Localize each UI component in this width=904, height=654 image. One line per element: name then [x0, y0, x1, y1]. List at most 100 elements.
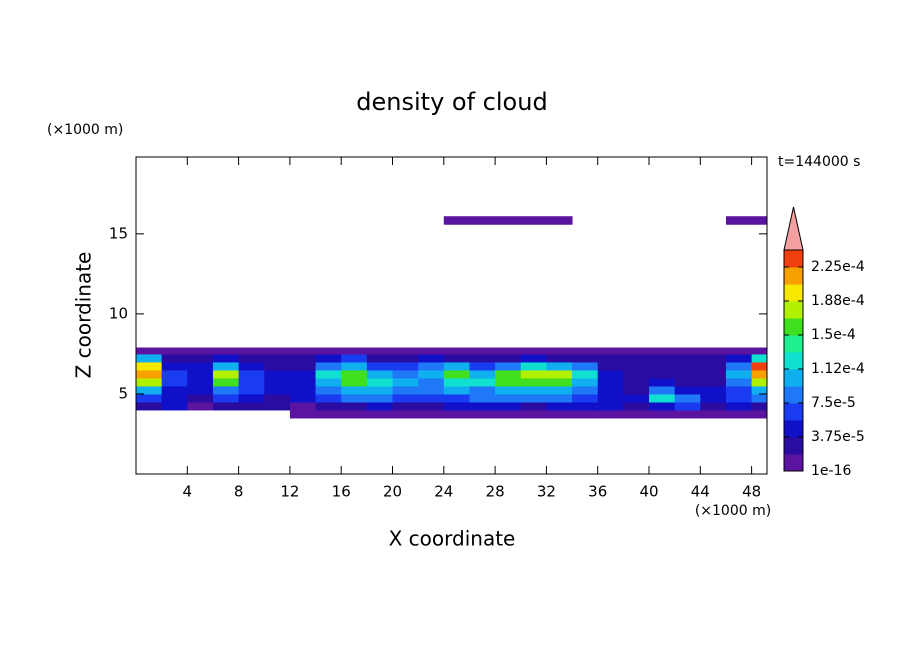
- contour-cell: [366, 409, 394, 419]
- contour-cell: [700, 361, 727, 371]
- contour-cell: [623, 401, 650, 411]
- contour-cell: [700, 385, 727, 395]
- contour-cell: [674, 369, 701, 379]
- contour-cell: [623, 385, 650, 395]
- contour-cell: [264, 393, 291, 403]
- colorbar-frame: [783, 249, 804, 472]
- y-axis-label: Z coordinate: [72, 252, 96, 379]
- contour-cell: [289, 369, 317, 379]
- contour-cell: [161, 353, 188, 363]
- x-tick-label: 44: [691, 483, 710, 501]
- contour-cell: [469, 401, 496, 411]
- contour-cell: [495, 377, 522, 387]
- contour-cell: [597, 409, 624, 419]
- contour-cell: [725, 401, 753, 411]
- contour-cell: [649, 353, 676, 363]
- contour-cell: [649, 393, 676, 403]
- contour-cell: [315, 393, 342, 403]
- contour-cell: [725, 409, 753, 419]
- contour-cell: [315, 401, 342, 411]
- contour-cell: [443, 216, 470, 225]
- contour-cell: [674, 385, 701, 395]
- contour-cell: [546, 385, 573, 395]
- contour-cell: [649, 361, 676, 371]
- contour-cell: [341, 369, 368, 379]
- contour-cell: [623, 377, 650, 387]
- contour-cell: [418, 369, 445, 379]
- contour-cell: [443, 409, 470, 419]
- contour-cell: [443, 377, 470, 387]
- contour-cell: [495, 361, 522, 371]
- x-tick-label: 12: [280, 483, 299, 501]
- contour-cell: [392, 393, 419, 403]
- contour-cell: [264, 385, 291, 395]
- contour-cell: [751, 369, 767, 379]
- contour-cell: [751, 353, 767, 363]
- contour-cell: [212, 401, 240, 411]
- contour-cell: [546, 347, 573, 355]
- contour-cell: [136, 393, 163, 403]
- x-tick-label: 8: [234, 483, 244, 501]
- contour-cell: [751, 409, 767, 419]
- contour-cell: [136, 353, 163, 363]
- contour-cell: [623, 353, 650, 363]
- contour-cell: [289, 347, 317, 355]
- contour-cell: [289, 401, 317, 411]
- x-axis-label: X coordinate: [389, 527, 516, 551]
- contour-cell: [161, 385, 188, 395]
- contour-cell: [597, 385, 624, 395]
- colorbar-label: 1.12e-4: [811, 361, 865, 377]
- contour-cell: [520, 216, 547, 225]
- contour-cell: [623, 409, 650, 419]
- contour-cell: [495, 385, 522, 395]
- contour-cell: [392, 369, 419, 379]
- contour-cell: [187, 377, 214, 387]
- time-label: t=144000 s: [778, 154, 860, 170]
- contour-cell: [341, 385, 368, 395]
- contour-cell: [546, 393, 573, 403]
- contour-cell: [572, 385, 599, 395]
- contour-cell: [469, 385, 496, 395]
- contour-cell: [187, 353, 214, 363]
- contour-cell: [520, 369, 547, 379]
- contour-cell: [520, 353, 547, 363]
- contour-cell: [572, 369, 599, 379]
- contour-cell: [469, 393, 496, 403]
- contour-cell: [443, 401, 470, 411]
- contour-cell: [725, 216, 753, 225]
- contour-cell: [649, 347, 676, 355]
- contour-cell: [469, 361, 496, 371]
- x-tick-label: 40: [639, 483, 658, 501]
- contour-cell: [315, 369, 342, 379]
- colorbar-band: [784, 403, 803, 421]
- contour-cell: [443, 385, 470, 395]
- colorbar-label: 1.5e-4: [811, 327, 856, 343]
- x-tick-label: 36: [588, 483, 607, 501]
- contour-cell: [520, 401, 547, 411]
- contour-cell: [572, 401, 599, 411]
- x-unit: (×1000 m): [695, 503, 771, 519]
- contour-cell: [597, 377, 624, 387]
- contour-cell: [392, 401, 419, 411]
- contour-cell: [264, 347, 291, 355]
- contour-cell: [212, 393, 240, 403]
- contour-cell: [572, 353, 599, 363]
- y-unit: (×1000 m): [47, 122, 123, 138]
- contour-cell: [366, 361, 394, 371]
- contour-cell: [264, 401, 291, 411]
- contour-cell: [546, 369, 573, 379]
- contour-cell: [623, 347, 650, 355]
- contour-cell: [289, 409, 317, 419]
- contour-cell: [238, 377, 265, 387]
- contour-cell: [187, 369, 214, 379]
- contour-cell: [392, 361, 419, 371]
- contour-cell: [546, 361, 573, 371]
- contour-cell: [418, 401, 445, 411]
- colorbar-band: [784, 386, 803, 404]
- contour-cell: [725, 385, 753, 395]
- contour-cell: [212, 369, 240, 379]
- x-tick-label: 28: [486, 483, 505, 501]
- contour-cell: [674, 393, 701, 403]
- contour-cell: [392, 409, 419, 419]
